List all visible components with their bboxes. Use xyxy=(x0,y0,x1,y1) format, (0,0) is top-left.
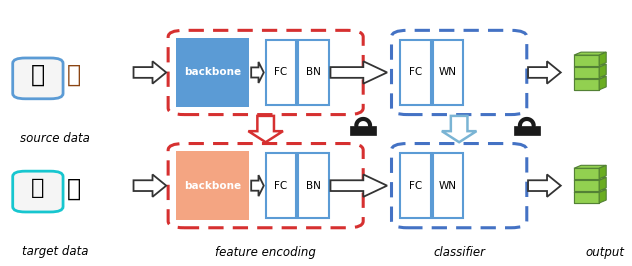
Text: backbone: backbone xyxy=(184,181,241,191)
Polygon shape xyxy=(133,61,166,84)
Bar xyxy=(574,67,599,78)
Polygon shape xyxy=(574,177,606,180)
Bar xyxy=(265,40,296,105)
Text: BN: BN xyxy=(306,181,321,191)
Text: backbone: backbone xyxy=(184,68,241,77)
Bar xyxy=(574,180,599,191)
Text: source data: source data xyxy=(20,132,90,145)
Text: FC: FC xyxy=(274,181,288,191)
Polygon shape xyxy=(574,64,606,67)
Text: FC: FC xyxy=(409,181,422,191)
Text: feature encoding: feature encoding xyxy=(216,246,316,259)
Text: BN: BN xyxy=(306,68,321,77)
Polygon shape xyxy=(574,79,599,90)
Text: 🕐: 🕐 xyxy=(31,63,45,87)
Bar xyxy=(433,40,463,105)
Polygon shape xyxy=(574,190,606,193)
Polygon shape xyxy=(574,180,599,191)
Text: 🪭: 🪭 xyxy=(67,63,81,87)
Polygon shape xyxy=(599,52,606,66)
Text: 🌀: 🌀 xyxy=(67,176,81,200)
Text: WN: WN xyxy=(439,181,457,191)
Text: output: output xyxy=(586,246,625,259)
Polygon shape xyxy=(574,52,606,55)
Polygon shape xyxy=(331,61,387,84)
Text: classifier: classifier xyxy=(433,246,485,259)
Bar xyxy=(433,153,463,218)
Polygon shape xyxy=(528,174,561,197)
Polygon shape xyxy=(574,55,599,66)
FancyBboxPatch shape xyxy=(13,171,63,212)
Bar xyxy=(574,55,599,66)
Bar xyxy=(400,40,430,105)
Polygon shape xyxy=(574,67,599,78)
Polygon shape xyxy=(248,116,283,142)
Text: FC: FC xyxy=(409,68,422,77)
Bar xyxy=(298,40,329,105)
Polygon shape xyxy=(251,175,264,196)
Polygon shape xyxy=(574,168,599,179)
Bar xyxy=(265,153,296,218)
Bar xyxy=(176,38,248,107)
Polygon shape xyxy=(599,165,606,179)
Polygon shape xyxy=(599,64,606,78)
Polygon shape xyxy=(251,62,264,83)
Bar xyxy=(574,79,599,90)
Bar xyxy=(400,153,430,218)
Bar xyxy=(514,126,540,135)
Polygon shape xyxy=(133,174,166,197)
Text: target data: target data xyxy=(21,245,88,258)
Polygon shape xyxy=(442,116,477,142)
Polygon shape xyxy=(599,177,606,191)
Polygon shape xyxy=(528,61,561,84)
Bar xyxy=(350,126,377,135)
Bar xyxy=(176,151,248,220)
Polygon shape xyxy=(599,76,606,90)
Text: FC: FC xyxy=(274,68,288,77)
Bar xyxy=(574,193,599,203)
Polygon shape xyxy=(574,165,606,168)
Text: WN: WN xyxy=(439,68,457,77)
Polygon shape xyxy=(331,174,387,197)
Polygon shape xyxy=(599,190,606,203)
Bar xyxy=(298,153,329,218)
FancyBboxPatch shape xyxy=(13,58,63,99)
Polygon shape xyxy=(574,76,606,79)
Bar xyxy=(574,168,599,179)
Polygon shape xyxy=(574,193,599,203)
Text: ⏰: ⏰ xyxy=(31,178,45,198)
